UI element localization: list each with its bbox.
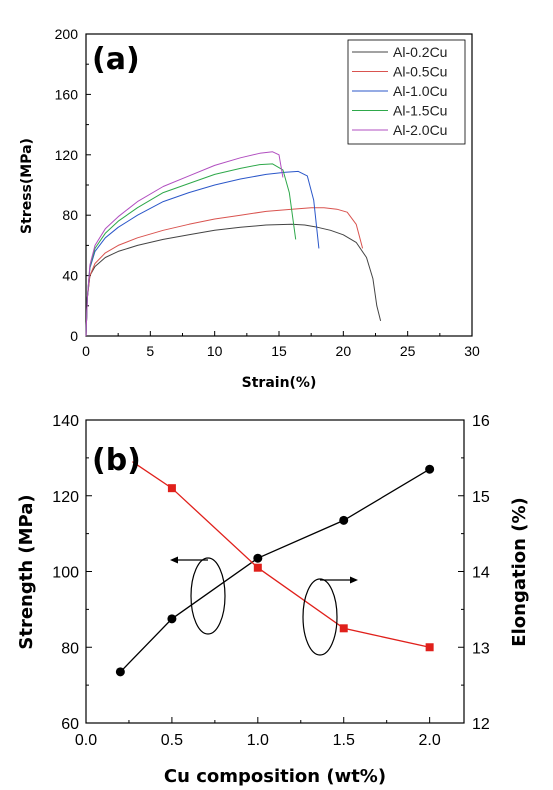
panel-b-y2-axis-title: Elongation (%) bbox=[509, 497, 530, 646]
data-point bbox=[253, 563, 262, 572]
series-line bbox=[85, 151, 284, 337]
y2-tick-label: 16 bbox=[472, 413, 490, 430]
x-tick-label: 1.5 bbox=[333, 732, 355, 749]
y-tick-label: 80 bbox=[62, 207, 78, 223]
x-tick-label: 15 bbox=[271, 343, 287, 359]
panel-b-y2-ticks: 12 13 14 15 16 bbox=[458, 413, 490, 733]
y2-tick-label: 13 bbox=[472, 640, 490, 657]
y-tick-label: 140 bbox=[52, 413, 79, 430]
panel-b-x-ticks: 0.0 0.5 1.0 1.5 2.0 bbox=[75, 717, 441, 749]
x-tick-label: 2.0 bbox=[419, 732, 441, 749]
y-tick-label: 100 bbox=[52, 565, 79, 582]
panel-a-label: (a) bbox=[92, 42, 140, 77]
series-line bbox=[85, 170, 320, 337]
x-tick-label: 20 bbox=[336, 343, 352, 359]
panel-a-y-ticks: 0 40 80 120 160 200 bbox=[55, 26, 91, 344]
series-line bbox=[132, 461, 430, 648]
panel-b-plot-frame bbox=[85, 419, 465, 724]
y-tick-label: 0 bbox=[70, 328, 78, 344]
y-tick-label: 200 bbox=[55, 26, 79, 42]
legend-label: Al-1.5Cu bbox=[393, 103, 447, 119]
panel-a-x-axis-title: Strain(%) bbox=[242, 375, 317, 391]
y2-tick-label: 12 bbox=[472, 716, 490, 733]
x-tick-label: 1.0 bbox=[247, 732, 269, 749]
legend-box bbox=[347, 39, 466, 145]
series-line bbox=[119, 468, 430, 673]
legend-label: Al-2.0Cu bbox=[393, 122, 447, 138]
data-point bbox=[167, 614, 177, 624]
panel-a-series bbox=[85, 151, 382, 337]
x-tick-label: 0.0 bbox=[75, 732, 97, 749]
panel-b-label: (b) bbox=[92, 443, 141, 478]
series-line bbox=[85, 207, 364, 337]
panel-b-y-ticks: 60 80 100 120 140 bbox=[52, 413, 92, 733]
y-tick-label: 120 bbox=[52, 489, 79, 506]
y-tick-label: 60 bbox=[61, 716, 79, 733]
legend-label: Al-0.5Cu bbox=[393, 64, 447, 80]
data-point bbox=[339, 515, 349, 525]
panel-a-y-axis-title: Stress(MPa) bbox=[19, 138, 35, 234]
strength-ellipse bbox=[190, 557, 226, 635]
x-tick-label: 25 bbox=[400, 343, 416, 359]
panel-a: 0 5 10 15 20 25 30 0 40 80 120 160 200 (a) Strain(%… bbox=[19, 26, 480, 391]
elongation-ellipse bbox=[302, 578, 338, 656]
legend-label: Al-0.2Cu bbox=[393, 44, 447, 60]
data-point bbox=[253, 553, 263, 563]
data-point bbox=[425, 643, 434, 652]
legend-label: Al-1.0Cu bbox=[393, 83, 447, 99]
y-tick-label: 80 bbox=[61, 640, 79, 657]
data-point bbox=[115, 667, 125, 677]
x-tick-label: 10 bbox=[207, 343, 223, 359]
x-tick-label: 0.5 bbox=[161, 732, 183, 749]
panel-b-series bbox=[115, 461, 435, 677]
panel-a-legend: Al-0.2Cu Al-0.5Cu Al-1.0Cu Al-1.5Cu Al-2.0Cu bbox=[347, 39, 466, 145]
legend-items: Al-0.2Cu Al-0.5Cu Al-1.0Cu Al-1.5Cu Al-2.0Cu bbox=[352, 44, 447, 138]
y2-tick-label: 15 bbox=[472, 489, 490, 506]
y2-tick-label: 14 bbox=[472, 565, 490, 582]
x-tick-label: 5 bbox=[146, 343, 154, 359]
x-tick-label: 30 bbox=[464, 343, 480, 359]
y-tick-label: 160 bbox=[55, 86, 79, 102]
elongation-axis-annotation bbox=[302, 576, 358, 656]
strength-axis-annotation bbox=[170, 556, 226, 635]
panel-b-x-axis-title: Cu composition (wt%) bbox=[164, 766, 386, 787]
right-arrow-icon bbox=[350, 576, 358, 584]
data-point bbox=[167, 484, 176, 493]
y-tick-label: 40 bbox=[62, 268, 78, 284]
series-line bbox=[85, 223, 382, 337]
series-line bbox=[85, 163, 297, 337]
x-tick-label: 0 bbox=[82, 343, 90, 359]
data-point bbox=[425, 464, 435, 474]
left-arrow-icon bbox=[170, 556, 178, 564]
panel-b: 0.0 0.5 1.0 1.5 2.0 60 80 100 120 140 12 13 14 15 16… bbox=[16, 413, 530, 787]
y-tick-label: 120 bbox=[55, 147, 79, 163]
panel-a-x-ticks: 0 5 10 15 20 25 30 bbox=[82, 331, 480, 359]
data-point bbox=[339, 624, 348, 633]
panel-b-y-axis-title: Strength (MPa) bbox=[16, 494, 37, 649]
